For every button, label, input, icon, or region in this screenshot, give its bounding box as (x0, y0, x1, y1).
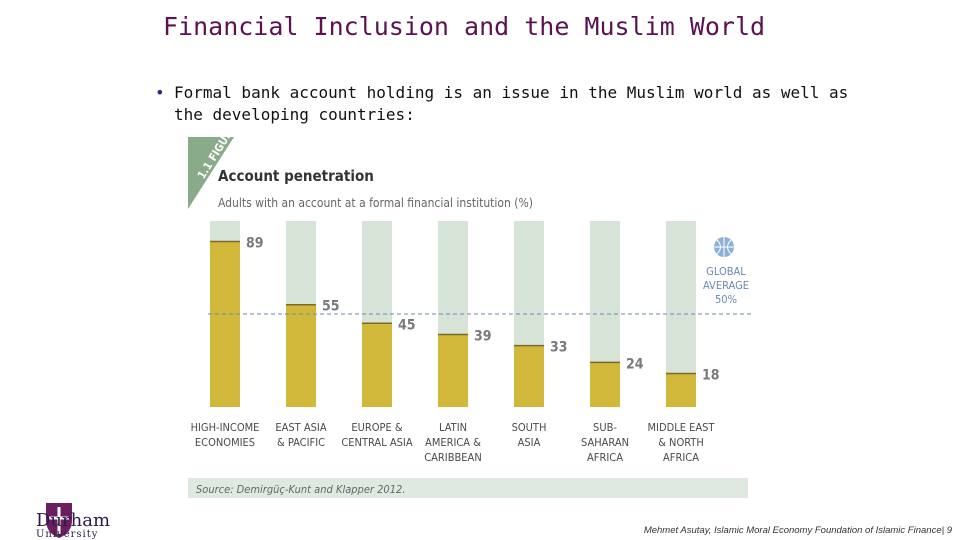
data-label: 33 (550, 340, 568, 356)
data-label: 24 (626, 356, 644, 372)
global-average-label: AVERAGE (703, 279, 749, 292)
category-label: SAHARAN (581, 436, 629, 449)
category-label: & NORTH (658, 436, 704, 449)
bar (514, 345, 544, 407)
globe-grid-icon (714, 237, 734, 257)
category-label: AFRICA (663, 451, 699, 464)
account-penetration-figure: 1.1 FIGURE Account penetration Adults with… (188, 137, 754, 500)
source-note: Source: Demirgüç-Kunt and Klapper 2012. (196, 483, 405, 496)
category-label: & PACIFIC (277, 436, 325, 449)
source-band (188, 478, 748, 498)
bullet-text: Formal bank account holding is an issue … (174, 83, 849, 124)
data-label: 45 (398, 317, 416, 333)
logo-wordmark: Durham (36, 510, 111, 531)
chart-subtitle: Adults with an account at a formal finan… (218, 196, 533, 210)
chart-title: Account penetration (218, 167, 374, 185)
bar (438, 334, 468, 407)
category-label: SOUTH (512, 421, 547, 434)
category-label: LATIN (439, 421, 467, 434)
durham-crest-icon (46, 503, 72, 538)
global-average-label: GLOBAL (706, 265, 746, 278)
figure-tag-triangle (188, 137, 234, 209)
footer-credit: Mehmet Asutay, Islamic Moral Economy Fou… (643, 525, 952, 536)
category-label: MIDDLE EAST (648, 421, 716, 434)
category-label: CARIBBEAN (424, 451, 481, 464)
category-label: HIGH-INCOME (191, 421, 260, 434)
category-label: EUROPE & (351, 421, 403, 434)
data-label: 89 (246, 235, 264, 251)
data-label: 39 (474, 328, 492, 344)
bar (590, 362, 620, 407)
category-label: EAST ASIA (275, 421, 326, 434)
global-average-label: 50% (715, 293, 737, 306)
data-label: 55 (322, 299, 340, 315)
bullet-point: • Formal bank account holding is an issu… (155, 82, 855, 126)
category-label: SUB- (593, 421, 617, 434)
category-label: CENTRAL ASIA (341, 436, 412, 449)
category-label: ECONOMIES (195, 436, 255, 449)
bar (362, 323, 392, 407)
bar (286, 304, 316, 407)
category-label: AFRICA (587, 451, 623, 464)
bar (210, 241, 240, 407)
data-label: 18 (702, 368, 720, 384)
slide-title: Financial Inclusion and the Muslim World (163, 12, 766, 41)
category-label: ASIA (518, 436, 541, 449)
category-label: AMERICA & (425, 436, 481, 449)
bar (666, 373, 696, 407)
bullet-dot-icon: • (155, 83, 165, 102)
logo-subtitle: University (36, 529, 99, 540)
